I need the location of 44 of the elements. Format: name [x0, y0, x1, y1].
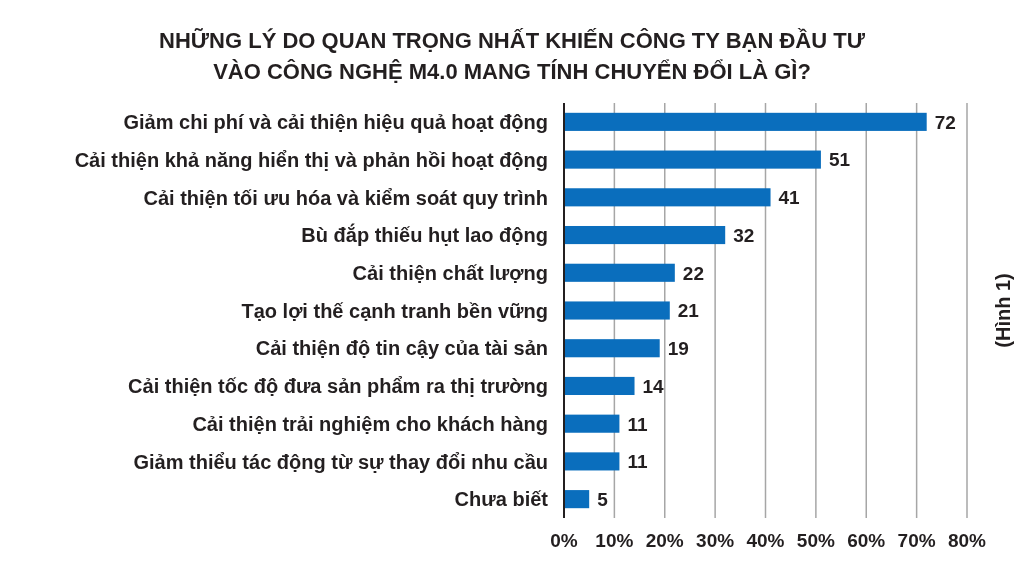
- x-tick-label: 50%: [796, 530, 835, 551]
- bar: [564, 112, 927, 131]
- bar: [564, 188, 771, 207]
- bar: [564, 490, 590, 509]
- y-tick-label: Cải thiện trải nghiệm cho khách hàng: [192, 412, 548, 435]
- bar: [564, 301, 670, 320]
- bar: [564, 452, 620, 471]
- data-label: 5: [597, 488, 609, 510]
- x-tick-label: 30%: [696, 530, 735, 551]
- y-tick-label: Cải thiện tốc độ đưa sản phẩm ra thị trường: [128, 375, 548, 398]
- data-label: 32: [733, 224, 755, 246]
- data-label: 11: [627, 451, 648, 473]
- x-tick-label: 0%: [550, 530, 578, 551]
- y-tick-label: Giảm thiểu tác động từ sự thay đổi nhu cầu: [133, 450, 548, 473]
- y-tick-label: Cải thiện độ tin cậy của tài sản: [255, 337, 548, 360]
- bar: [564, 414, 620, 433]
- data-label: 51: [828, 149, 851, 171]
- x-tick-label: 60%: [847, 530, 886, 551]
- y-tick-label: Cải thiện chất lượng: [352, 261, 548, 284]
- x-tick-label: 10%: [595, 530, 634, 551]
- data-label: 72: [934, 111, 956, 133]
- data-label: 11: [627, 413, 648, 435]
- bar: [564, 263, 675, 282]
- x-tick-label: 20%: [645, 530, 684, 551]
- data-label: 41: [778, 187, 801, 209]
- text: (Hình 1): [992, 273, 1015, 348]
- data-label: 14: [642, 375, 665, 397]
- bar: [564, 225, 726, 245]
- chart-title: NHỮNG LÝ DO QUAN TRỌNG NHẤT KHIẾN CÔNG TY BẠN ĐẦU TƯ VÀO CÔNG NGHỆ M4.0 MANG TÍNH CHUYỂN ĐỔI LÀ GÌ?: [159, 28, 866, 84]
- data-label: 19: [667, 338, 689, 360]
- data-label: 22: [682, 262, 704, 284]
- bar: [564, 150, 821, 169]
- y-tick-label: Bù đắp thiếu hụt lao động: [301, 223, 548, 247]
- bar: [564, 339, 660, 358]
- x-tick-label: 70%: [897, 530, 936, 551]
- data-label: 21: [677, 300, 700, 322]
- x-tick-label: 80%: [947, 530, 987, 551]
- y-tick-label: Cải thiện tối ưu hóa và kiểm soát quy trình: [143, 186, 548, 209]
- y-tick-label: Giảm chi phí và cải thiện hiệu quả hoạt động: [123, 111, 548, 134]
- y-tick-label: Tạo lợi thế cạnh tranh bền vững: [241, 299, 548, 322]
- x-tick-label: 40%: [746, 530, 785, 551]
- y-tick-label: Cải thiện khả năng hiển thị và phản hồi hoạt động: [74, 148, 548, 171]
- bar: [564, 376, 635, 396]
- y-tick-label: Chưa biết: [454, 488, 549, 511]
